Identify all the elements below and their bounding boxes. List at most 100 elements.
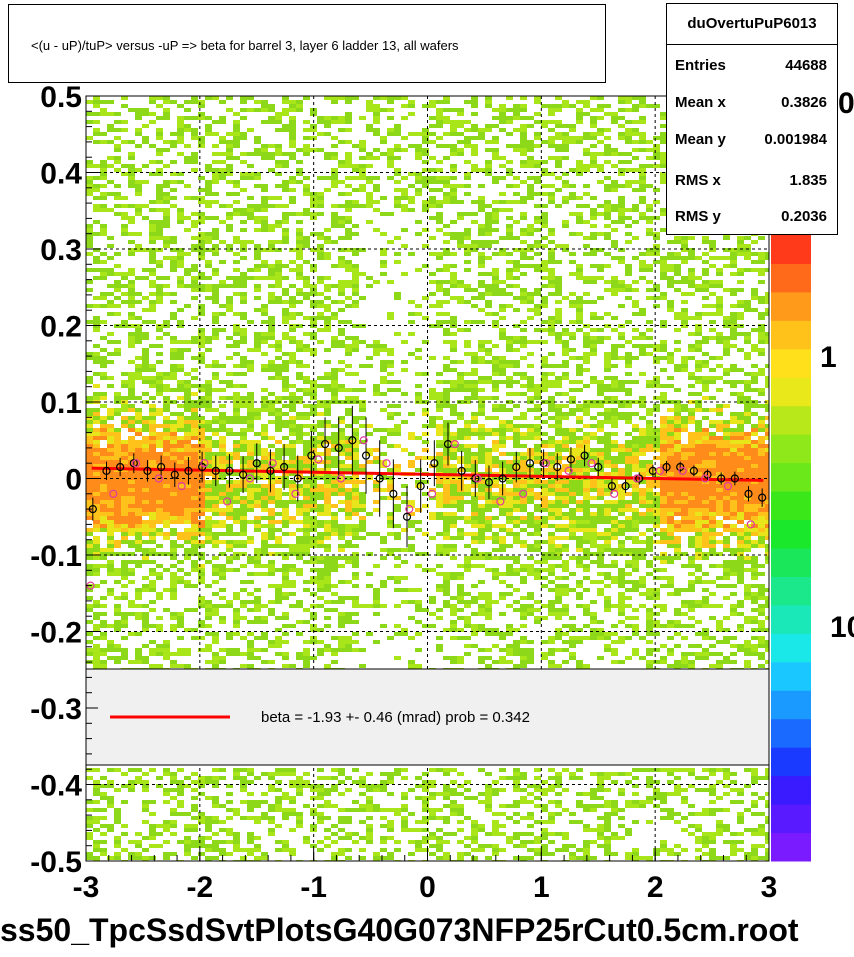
heat-cell	[457, 500, 464, 504]
heat-cell	[723, 236, 730, 240]
heat-cell	[534, 96, 541, 100]
heat-cell	[716, 364, 723, 368]
heat-cell	[471, 420, 478, 424]
heat-cell	[660, 356, 667, 360]
heat-cell	[163, 184, 170, 188]
heat-cell	[177, 424, 184, 428]
heat-cell	[268, 224, 275, 228]
heat-cell	[387, 380, 394, 384]
heat-cell	[128, 184, 135, 188]
heat-cell	[646, 440, 653, 444]
heat-cell	[583, 136, 590, 140]
heat-cell	[289, 200, 296, 204]
heat-cell	[639, 276, 646, 280]
heat-cell	[149, 308, 156, 312]
heat-cell	[464, 432, 471, 436]
heat-cell	[527, 248, 534, 252]
heat-cell	[254, 172, 261, 176]
heat-cell	[499, 380, 506, 384]
heat-cell	[352, 168, 359, 172]
heat-cell	[296, 460, 303, 464]
heat-cell	[177, 440, 184, 444]
heat-cell	[282, 404, 289, 408]
heat-cell	[527, 436, 534, 440]
heat-cell	[618, 184, 625, 188]
heat-cell	[632, 448, 639, 452]
heat-cell	[359, 404, 366, 408]
heat-cell	[597, 152, 604, 156]
heat-cell	[177, 412, 184, 416]
heat-cell	[478, 448, 485, 452]
heat-cell	[562, 136, 569, 140]
heat-cell	[135, 204, 142, 208]
heat-cell	[156, 492, 163, 496]
heat-cell	[345, 336, 352, 340]
heat-cell	[247, 500, 254, 504]
heat-cell	[576, 232, 583, 236]
heat-cell	[464, 452, 471, 456]
heat-cell	[289, 188, 296, 192]
heat-cell	[156, 104, 163, 108]
heat-cell	[226, 212, 233, 216]
heat-cell	[583, 168, 590, 172]
heat-cell	[219, 240, 226, 244]
heat-cell	[457, 492, 464, 496]
heat-cell	[331, 372, 338, 376]
heat-cell	[667, 452, 674, 456]
heat-cell	[737, 464, 744, 468]
heat-cell	[723, 372, 730, 376]
heat-cell	[576, 328, 583, 332]
heat-cell	[737, 472, 744, 476]
heat-cell	[254, 452, 261, 456]
heat-cell	[443, 264, 450, 268]
heat-cell	[296, 104, 303, 108]
heat-cell	[254, 220, 261, 224]
heat-cell	[471, 468, 478, 472]
heat-cell	[513, 348, 520, 352]
heat-cell	[730, 312, 737, 316]
heat-cell	[226, 156, 233, 160]
heat-cell	[618, 100, 625, 104]
heat-cell	[268, 344, 275, 348]
heat-cell	[387, 404, 394, 408]
heat-cell	[674, 488, 681, 492]
heat-cell	[492, 500, 499, 504]
heat-cell	[198, 252, 205, 256]
heat-cell	[464, 232, 471, 236]
heat-cell	[149, 236, 156, 240]
heat-cell	[394, 196, 401, 200]
heat-cell	[219, 448, 226, 452]
heat-cell	[513, 436, 520, 440]
heat-cell	[331, 100, 338, 104]
heat-cell	[709, 292, 716, 296]
heat-cell	[625, 120, 632, 124]
heat-cell	[268, 408, 275, 412]
heat-cell	[492, 404, 499, 408]
heat-cell	[436, 112, 443, 116]
heat-cell	[464, 284, 471, 288]
heat-cell	[240, 228, 247, 232]
heat-cell	[114, 168, 121, 172]
heat-cell	[331, 300, 338, 304]
heat-cell	[457, 432, 464, 436]
heat-cell	[149, 304, 156, 308]
heat-cell	[576, 108, 583, 112]
heat-cell	[751, 308, 758, 312]
heat-cell	[86, 164, 93, 168]
heat-cell	[450, 368, 457, 372]
heat-cell	[128, 332, 135, 336]
heat-cell	[100, 140, 107, 144]
heat-cell	[464, 252, 471, 256]
heat-cell	[366, 152, 373, 156]
heat-cell	[177, 124, 184, 128]
heat-cell	[170, 464, 177, 468]
heat-cell	[548, 492, 555, 496]
heat-cell	[359, 492, 366, 496]
heat-cell	[170, 500, 177, 504]
heat-cell	[352, 144, 359, 148]
heat-cell	[135, 396, 142, 400]
heat-cell	[590, 488, 597, 492]
heat-cell	[415, 392, 422, 396]
heat-cell	[751, 296, 758, 300]
heat-cell	[394, 404, 401, 408]
